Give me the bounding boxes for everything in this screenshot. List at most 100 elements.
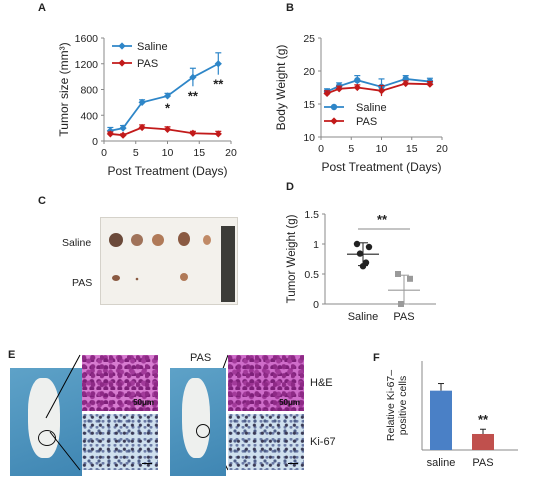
bar-pas	[472, 433, 494, 450]
chart-a-tumor-size: 0 400 800 1200 1600 0 5 10 15 20 Post Treatment (D…	[57, 33, 237, 178]
panel-letter-d: D	[286, 181, 294, 193]
y-tick-label: 1600	[75, 33, 99, 45]
tumor-circle-pas	[196, 424, 210, 438]
panel-letter-c: C	[38, 195, 46, 207]
y-tick-label: 0	[313, 299, 319, 311]
x-tick-label: PAS	[393, 311, 414, 323]
y-axis-label-line: positive cells	[397, 376, 409, 436]
legend-label: Saline	[137, 41, 168, 53]
data-point	[163, 125, 172, 134]
data-point	[189, 129, 197, 137]
row-label-pas: PAS	[72, 277, 93, 289]
micrograph-he-pas: 50μm	[228, 355, 304, 411]
x-tick-label: 15	[193, 147, 205, 159]
data-point	[214, 130, 222, 138]
stain-label-he: H&E	[310, 377, 333, 389]
chart-b-body-weight: 10 15 20 25 0 5 10 15 20 Post Treatment (Days) Bod…	[274, 33, 448, 174]
x-axis-label: Post Treatment (Days)	[107, 164, 227, 178]
tumor-specimens	[109, 226, 235, 302]
data-point	[138, 123, 146, 132]
legend-label: Saline	[356, 102, 387, 114]
label-saline-photo: Saline	[28, 352, 59, 364]
significance-marker: **	[188, 88, 199, 103]
row-label-saline: Saline	[62, 237, 92, 249]
legend-marker	[118, 59, 126, 67]
mouse-photo-pas	[170, 368, 226, 476]
legend-marker	[118, 42, 126, 50]
data-point	[189, 73, 197, 81]
y-tick-label: 800	[80, 85, 98, 97]
data-point	[106, 130, 114, 138]
x-tick-label: PAS	[472, 457, 493, 469]
mouse-body-pas	[182, 378, 210, 458]
x-tick-label: Saline	[348, 311, 379, 323]
stain-label-ki67: Ki-67	[310, 436, 336, 448]
data-point	[163, 92, 172, 100]
y-tick-label: 1200	[75, 59, 99, 71]
y-axis-label-line: Relative Ki-67–	[385, 370, 397, 441]
y-tick-label: 20	[303, 66, 315, 78]
panel-letter-e: E	[8, 349, 16, 361]
data-point	[365, 243, 373, 251]
mouse-photo-saline	[10, 368, 82, 476]
x-tick-label: 20	[436, 143, 448, 155]
panel-letter-f: F	[373, 352, 380, 364]
micrograph-ki67-saline	[82, 414, 158, 470]
significance-marker: **	[478, 412, 489, 427]
x-tick-label: saline	[427, 457, 456, 469]
significance-marker: *	[165, 101, 171, 116]
x-tick-label: 10	[162, 147, 174, 159]
data-point	[214, 60, 222, 68]
tumor-circle-saline	[38, 430, 56, 446]
scale-bar-label: 50μm	[279, 398, 300, 407]
y-tick-label: 15	[303, 99, 315, 111]
data-point	[407, 275, 413, 282]
y-tick-label: 1.5	[304, 209, 319, 221]
y-tick-label: 1	[313, 239, 319, 251]
scale-bar	[288, 462, 298, 464]
bar-saline	[430, 390, 452, 450]
data-point	[377, 87, 386, 95]
data-point	[359, 263, 367, 270]
significance-marker: **	[213, 77, 224, 92]
y-tick-label: 25	[303, 33, 315, 45]
significance-marker: **	[377, 212, 388, 227]
data-point	[402, 79, 410, 88]
x-tick-label: 5	[348, 143, 354, 155]
label-pas-photo: PAS	[190, 352, 212, 364]
data-point	[353, 240, 361, 248]
y-axis-label: Relative Ki-67–positive cells	[385, 370, 409, 441]
legend-marker	[330, 103, 338, 111]
x-tick-label: 10	[376, 143, 388, 155]
x-tick-label: 0	[318, 143, 324, 155]
data-point	[398, 301, 404, 307]
x-tick-label: 0	[101, 147, 107, 159]
y-tick-label: 0.5	[304, 269, 319, 281]
data-point	[354, 77, 361, 84]
y-tick-label: 400	[80, 110, 98, 122]
micrograph-he-saline: 50μm	[82, 355, 158, 411]
panel-letter-a: A	[38, 2, 46, 14]
panel-letter-b: B	[286, 2, 294, 14]
legend-label: PAS	[137, 58, 158, 70]
y-axis-label: Tumor size (mm³)	[57, 42, 71, 136]
data-point	[138, 98, 146, 106]
micrograph-ki67-pas	[228, 414, 304, 470]
tumor-photo	[100, 217, 238, 305]
chart-d-tumor-weight: 0 0.5 1 1.5 Tumor Weight (g) Saline PAS **	[286, 209, 436, 323]
scale-bar-label: 50μm	[133, 398, 154, 407]
data-point	[119, 124, 127, 132]
chart-f-ki67: Relative Ki-67–positive cells saline PAS **	[385, 361, 518, 469]
legend-label: PAS	[356, 116, 377, 128]
legend-marker	[330, 117, 338, 125]
data-point	[395, 271, 401, 277]
x-axis-label: Post Treatment (Days)	[321, 160, 441, 174]
data-point	[356, 250, 364, 257]
x-tick-label: 15	[406, 143, 418, 155]
scale-bar	[142, 462, 152, 464]
x-tick-label: 5	[133, 147, 139, 159]
y-axis-label: Body Weight (g)	[274, 45, 288, 131]
y-tick-label: 10	[303, 132, 315, 144]
y-tick-label: 0	[92, 136, 98, 148]
x-tick-label: 20	[225, 147, 237, 159]
